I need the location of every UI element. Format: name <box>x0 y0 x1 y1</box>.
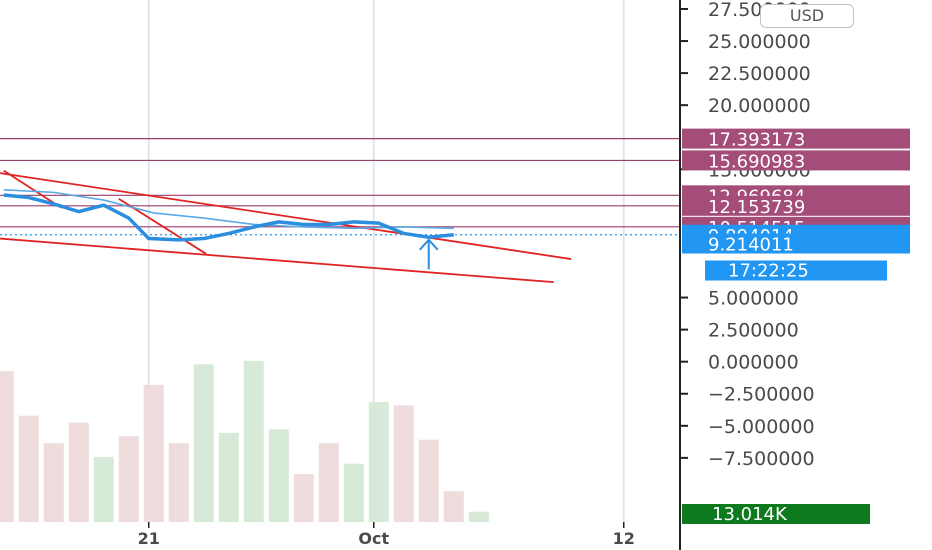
volume-bar-17 <box>418 439 439 522</box>
volume-bar-5 <box>118 436 139 522</box>
x-tick-label-1: Oct <box>358 529 389 548</box>
y-tick-label-2: 22.500000 <box>708 63 811 85</box>
countdown-label: 17:22:25 <box>728 261 809 282</box>
x-tick-label-0: 21 <box>138 529 160 548</box>
price-tag-bg-0 <box>682 128 910 149</box>
y-tick-label-6: 2.500000 <box>708 320 799 342</box>
price-line <box>3 193 454 242</box>
trend-line-0 <box>0 172 572 260</box>
volume-bar-15 <box>368 402 389 522</box>
y-tick-label-8: −2.500000 <box>708 384 815 406</box>
volume-bar-10 <box>243 360 264 522</box>
volume-bar-7 <box>168 443 189 522</box>
time-axis: 21 Oct 12 <box>138 522 635 548</box>
volume-bar-11 <box>268 429 289 522</box>
price-tag-bg-6 <box>682 233 910 254</box>
volume-bar-12 <box>293 474 314 522</box>
price-tag-label-1: 15.690983 <box>708 151 805 172</box>
volume-bar-16 <box>393 405 414 522</box>
volume-bar-0 <box>0 371 14 522</box>
price-axis: 27.50000025.00000022.50000020.00000015.0… <box>679 0 815 550</box>
volume-bar-18 <box>443 491 464 522</box>
price-series <box>3 189 454 270</box>
price-tag-label-6: 9.214011 <box>708 235 794 256</box>
moving-average-line <box>3 189 454 230</box>
price-tag-bg-3 <box>682 195 910 216</box>
volume-bar-14 <box>343 463 364 522</box>
volume-bar-8 <box>193 364 214 522</box>
price-tag-bg-1 <box>682 150 910 171</box>
price-tags: 17.39317315.69098312.96968412.15373910.5… <box>682 128 910 525</box>
arrow-head <box>419 238 439 251</box>
volume-tag-label: 13.014K <box>712 504 788 525</box>
volume-bar-6 <box>143 384 164 522</box>
y-tick-label-1: 25.000000 <box>708 31 811 53</box>
horizontal-levels <box>0 138 680 236</box>
y-tick-label-10: −7.500000 <box>708 448 815 470</box>
trend-line-1 <box>0 237 554 284</box>
y-tick-label-9: −5.000000 <box>708 416 815 438</box>
volume-tag-bg <box>682 504 870 524</box>
volume-bar-13 <box>318 443 339 522</box>
price-tag-label-0: 17.393173 <box>708 130 805 151</box>
trend-line-2 <box>3 169 62 209</box>
y-tick-label-5: 5.000000 <box>708 288 799 310</box>
x-tick-label-2: 12 <box>613 529 635 548</box>
volume-bar-9 <box>218 432 239 522</box>
countdown-tag-bg <box>705 260 887 281</box>
volume-bar-2 <box>43 443 64 522</box>
volume-bar-4 <box>93 456 114 522</box>
y-tick-label-7: 0.000000 <box>708 352 799 374</box>
y-tick-label-3: 20.000000 <box>708 95 811 117</box>
volume-bar-3 <box>68 422 89 522</box>
currency-button[interactable]: USD <box>760 4 854 28</box>
volume-bar-19 <box>468 511 489 522</box>
volume-bars <box>0 360 489 522</box>
price-tag-label-3: 12.153739 <box>708 197 805 218</box>
volume-bar-1 <box>18 415 39 522</box>
